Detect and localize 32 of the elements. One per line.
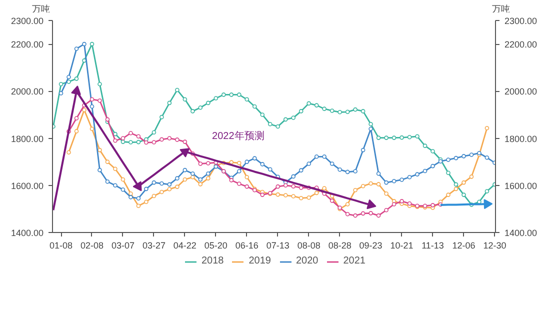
x-tick-label: 12-06 — [452, 240, 476, 250]
x-tick-label: 01-08 — [50, 240, 73, 250]
x-tick-label: 09-23 — [359, 240, 382, 250]
y-tick-label: 1400.00 — [10, 228, 44, 238]
legend-label: 2021 — [343, 256, 366, 266]
y2-tick-label: 1800.00 — [504, 134, 538, 144]
y2-tick-label: 1400.00 — [504, 228, 538, 238]
x-tick-label: 07-13 — [266, 240, 290, 250]
y-tick-label: 1600.00 — [10, 180, 44, 191]
annotation: 2022年预测 — [212, 130, 264, 142]
x-tick-label: 12-30 — [483, 240, 506, 250]
x-tick-label: 04-22 — [173, 240, 196, 250]
x-tick-label: 05-20 — [204, 240, 228, 250]
x-tick-label: 08-28 — [328, 240, 352, 250]
x-tick-label: 03-27 — [142, 240, 166, 250]
y2-tick-label: 2000.00 — [504, 86, 538, 97]
legend-label: 2019 — [248, 256, 271, 266]
y-tick-label: 2200.00 — [10, 40, 44, 50]
legend-label: 2020 — [296, 256, 318, 266]
y-tick-label: 2000.00 — [10, 86, 44, 97]
x-tick-label: 11-13 — [422, 240, 444, 250]
y2-tick-label: 2200.00 — [504, 40, 538, 50]
legend-label: 2018 — [202, 256, 224, 266]
y2-tick-label: 2300.00 — [504, 16, 538, 26]
x-tick-label: 10-21 — [390, 240, 414, 250]
x-tick-label: 02-08 — [80, 240, 104, 250]
y-tick-label: 1800.00 — [10, 134, 44, 144]
x-tick-label: 03-07 — [111, 240, 134, 250]
y2-tick-label: 1600.00 — [504, 180, 538, 191]
x-tick-label: 08-08 — [297, 240, 320, 250]
x-tick-label: 06-16 — [235, 240, 258, 250]
y-tick-label: 2300.00 — [10, 16, 44, 26]
